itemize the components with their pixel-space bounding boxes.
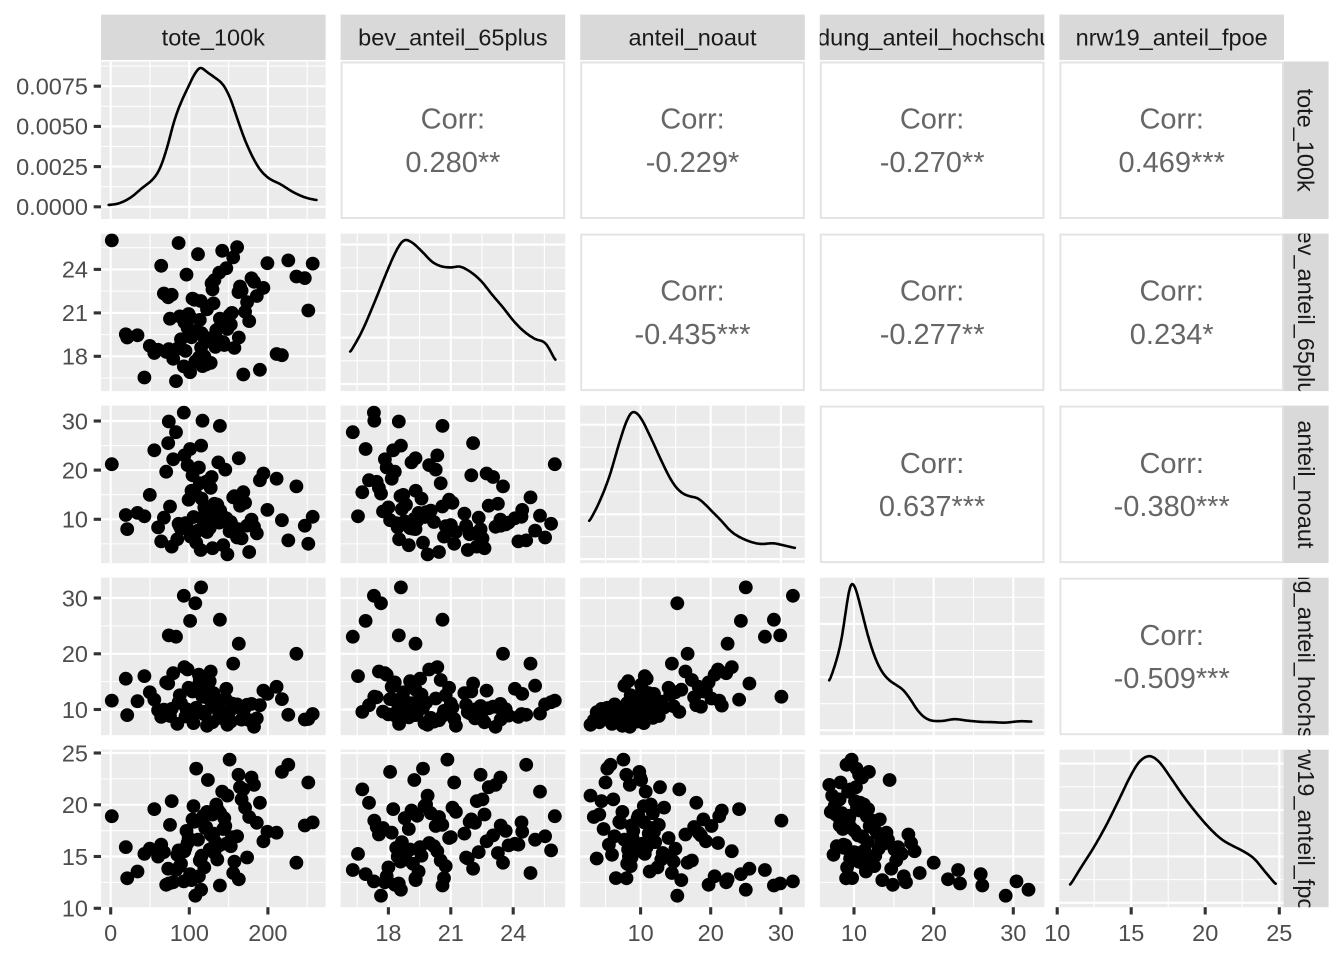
svg-text:25: 25 — [62, 740, 88, 766]
svg-text:Corr:: Corr: — [900, 104, 964, 136]
svg-text:10: 10 — [628, 920, 654, 946]
svg-text:bildung_anteil_hochschule: bildung_anteil_hochschule — [794, 25, 1071, 51]
svg-text:21: 21 — [438, 920, 464, 946]
svg-text:15: 15 — [1118, 920, 1144, 946]
svg-text:Corr:: Corr: — [1139, 620, 1203, 652]
svg-text:20: 20 — [62, 457, 88, 483]
svg-text:24: 24 — [62, 257, 88, 283]
svg-text:nrw19_anteil_fpoe: nrw19_anteil_fpoe — [1293, 732, 1319, 924]
svg-text:Corr:: Corr: — [421, 104, 485, 136]
svg-text:24: 24 — [500, 920, 526, 946]
svg-text:25: 25 — [1266, 920, 1292, 946]
svg-text:0.280**: 0.280** — [405, 147, 500, 179]
svg-text:0.0000: 0.0000 — [16, 194, 88, 220]
svg-text:0.637***: 0.637*** — [879, 491, 985, 523]
svg-text:Corr:: Corr: — [1139, 276, 1203, 308]
svg-text:10: 10 — [62, 697, 88, 723]
svg-text:Corr:: Corr: — [1139, 448, 1203, 480]
svg-text:Corr:: Corr: — [660, 104, 724, 136]
svg-text:Corr:: Corr: — [660, 276, 724, 308]
svg-text:18: 18 — [62, 344, 88, 370]
svg-text:bev_anteil_65plus: bev_anteil_65plus — [1293, 218, 1319, 407]
svg-text:anteil_noaut: anteil_noaut — [1293, 420, 1319, 549]
svg-text:-0.277**: -0.277** — [880, 319, 985, 351]
svg-text:Corr:: Corr: — [1139, 104, 1203, 136]
svg-text:20: 20 — [62, 641, 88, 667]
svg-text:0.0025: 0.0025 — [16, 154, 88, 180]
svg-text:0.0050: 0.0050 — [16, 114, 88, 140]
svg-text:10: 10 — [1044, 920, 1070, 946]
svg-text:30: 30 — [768, 920, 794, 946]
svg-text:0.469***: 0.469*** — [1118, 147, 1224, 179]
svg-text:tote_100k: tote_100k — [162, 25, 265, 51]
svg-text:20: 20 — [921, 920, 947, 946]
svg-text:0: 0 — [104, 920, 117, 946]
svg-text:10: 10 — [62, 507, 88, 533]
svg-text:-0.270**: -0.270** — [880, 147, 985, 179]
svg-text:21: 21 — [62, 300, 88, 326]
svg-text:Corr:: Corr: — [900, 448, 964, 480]
svg-text:18: 18 — [375, 920, 401, 946]
svg-text:-0.435***: -0.435*** — [634, 319, 750, 351]
svg-text:10: 10 — [841, 920, 867, 946]
svg-text:30: 30 — [62, 408, 88, 434]
svg-text:200: 200 — [248, 920, 287, 946]
svg-text:-0.380***: -0.380*** — [1114, 491, 1230, 523]
svg-text:0.0075: 0.0075 — [16, 74, 88, 100]
svg-text:15: 15 — [62, 844, 88, 870]
svg-text:20: 20 — [698, 920, 724, 946]
svg-text:100: 100 — [170, 920, 209, 946]
svg-text:30: 30 — [1000, 920, 1026, 946]
svg-text:30: 30 — [62, 585, 88, 611]
svg-text:tote_100k: tote_100k — [1293, 89, 1319, 192]
svg-text:20: 20 — [62, 792, 88, 818]
svg-text:nrw19_anteil_fpoe: nrw19_anteil_fpoe — [1076, 25, 1268, 51]
svg-text:-0.229*: -0.229* — [646, 147, 740, 179]
svg-text:10: 10 — [62, 896, 88, 922]
svg-text:-0.509***: -0.509*** — [1114, 663, 1230, 695]
svg-text:anteil_noaut: anteil_noaut — [628, 25, 757, 51]
svg-text:bev_anteil_65plus: bev_anteil_65plus — [358, 25, 547, 51]
svg-text:20: 20 — [1192, 920, 1218, 946]
svg-text:Corr:: Corr: — [900, 276, 964, 308]
svg-text:bildung_anteil_hochschule: bildung_anteil_hochschule — [1293, 518, 1319, 795]
svg-text:0.234*: 0.234* — [1130, 319, 1214, 351]
